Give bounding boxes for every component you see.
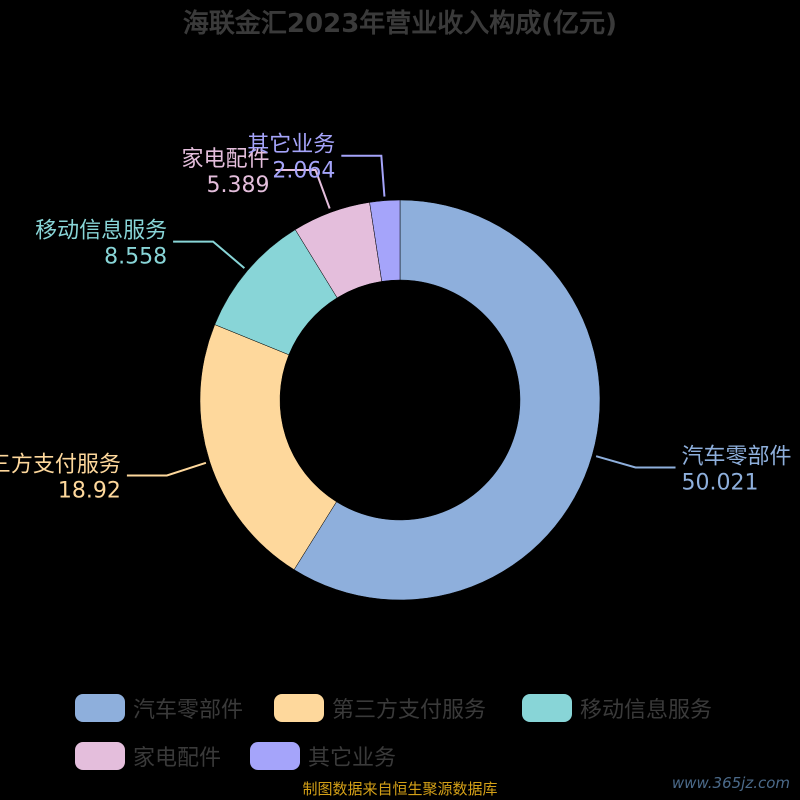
slice-category-label: 第三方支付服务 — [0, 452, 121, 477]
leader-line — [341, 154, 386, 197]
slice-value-label: 5.389 — [207, 173, 270, 198]
legend-label: 家电配件 — [133, 746, 222, 771]
slice-value-label: 8.558 — [104, 245, 167, 270]
legend-label: 汽车零部件 — [133, 698, 244, 723]
leader-line — [595, 455, 676, 469]
slice-category-label: 移动信息服务 — [35, 219, 167, 244]
legend-swatch — [75, 694, 125, 722]
chart-title: 海联金汇2023年营业收入构成(亿元) — [183, 8, 617, 39]
legend-item-4[interactable]: 家电配件 — [75, 740, 221, 772]
legend-item-2[interactable]: 第三方支付服务 — [274, 692, 486, 724]
slice-value-label: 50.021 — [682, 470, 759, 495]
donut-slice[interactable] — [199, 324, 337, 571]
slice-category-label: 家电配件 — [182, 147, 270, 172]
legend-label: 第三方支付服务 — [332, 698, 487, 723]
watermark: www.365jz.com — [671, 774, 790, 792]
legend-swatch — [250, 742, 300, 770]
slice-value-label: 2.064 — [272, 159, 335, 184]
leader-line — [173, 240, 246, 269]
donut-slice[interactable] — [369, 199, 401, 282]
slice-category-label: 汽车零部件 — [682, 444, 792, 469]
legend-item-1[interactable]: 汽车零部件 — [75, 692, 243, 724]
legend-swatch — [522, 694, 572, 722]
legend-item-3[interactable]: 移动信息服务 — [522, 692, 712, 724]
legend-label: 其它业务 — [308, 746, 397, 771]
slice-value-label: 18.92 — [58, 478, 121, 503]
leader-line — [275, 169, 331, 209]
legend-swatch — [75, 742, 125, 770]
legend-item-5[interactable]: 其它业务 — [250, 740, 396, 772]
legend-label: 移动信息服务 — [580, 698, 713, 723]
leader-line — [126, 461, 207, 477]
source-footer: 制图数据来自恒生聚源数据库 — [302, 780, 498, 798]
donut-slice[interactable] — [293, 199, 601, 601]
slice-category-label: 其它业务 — [247, 133, 335, 158]
legend-swatch — [274, 694, 324, 722]
